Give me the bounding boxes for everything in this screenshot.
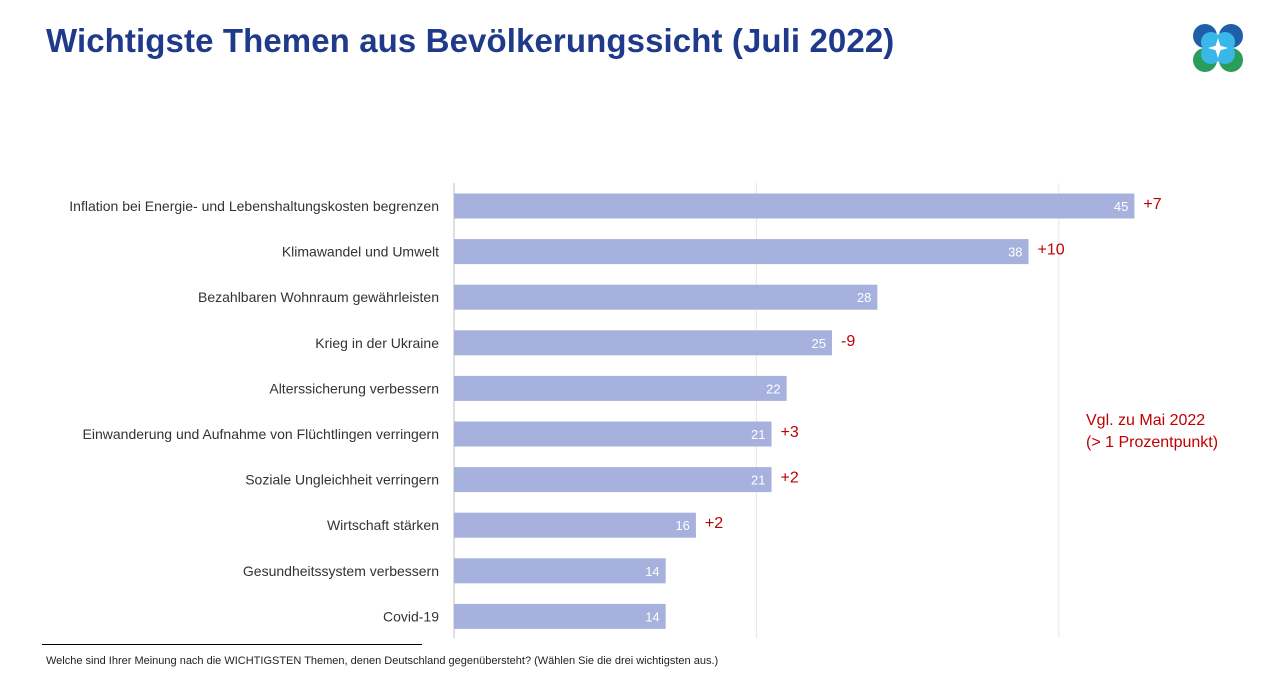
comparison-note-line2: (> 1 Prozentpunkt) — [1086, 434, 1219, 451]
bar — [454, 467, 772, 493]
category-label: Wirtschaft stärken — [327, 517, 439, 533]
bar — [454, 558, 666, 584]
category-label: Einwanderung und Aufnahme von Flüchtling… — [83, 426, 439, 442]
comparison-note: Vgl. zu Mai 2022 (> 1 Prozentpunkt) — [1086, 410, 1218, 454]
change-label: -9 — [841, 333, 855, 350]
data-label: 14 — [645, 609, 659, 624]
data-label: 22 — [766, 381, 780, 396]
data-label: 38 — [1008, 245, 1022, 260]
data-label: 16 — [675, 518, 689, 533]
bar — [454, 239, 1029, 265]
bar — [454, 603, 666, 629]
change-label: +10 — [1038, 242, 1065, 259]
data-label: 25 — [812, 336, 826, 351]
data-label: 45 — [1114, 199, 1128, 214]
category-label: Klimawandel und Umwelt — [282, 244, 439, 260]
category-label: Covid-19 — [383, 608, 439, 624]
category-label: Krieg in der Ukraine — [315, 335, 439, 351]
bar — [454, 330, 832, 356]
comparison-note-line1: Vgl. zu Mai 2022 — [1086, 412, 1206, 429]
change-label: +3 — [781, 424, 799, 441]
footnote-divider — [42, 644, 422, 645]
bar — [454, 512, 696, 538]
category-label: Inflation bei Energie- und Lebenshaltung… — [69, 198, 439, 214]
change-label: +2 — [705, 515, 723, 532]
data-label: 28 — [857, 290, 871, 305]
bar — [454, 421, 772, 447]
bar — [454, 375, 787, 401]
logo-icon — [1193, 24, 1243, 72]
footnote: Welche sind Ihrer Meinung nach die WICHT… — [46, 655, 719, 667]
page-title: Wichtigste Themen aus Bevölkerungssicht … — [46, 22, 895, 59]
data-label: 21 — [751, 473, 765, 488]
data-label: 14 — [645, 564, 659, 579]
category-label: Soziale Ungleichheit verringern — [245, 472, 439, 488]
change-label: +2 — [781, 470, 799, 487]
bar — [454, 284, 878, 310]
category-label: Gesundheitssystem verbessern — [243, 563, 439, 579]
category-label: Alterssicherung verbessern — [269, 380, 439, 396]
change-label: +7 — [1143, 196, 1161, 213]
category-label: Bezahlbaren Wohnraum gewährleisten — [198, 289, 439, 305]
bar — [454, 193, 1135, 219]
data-label: 21 — [751, 427, 765, 442]
